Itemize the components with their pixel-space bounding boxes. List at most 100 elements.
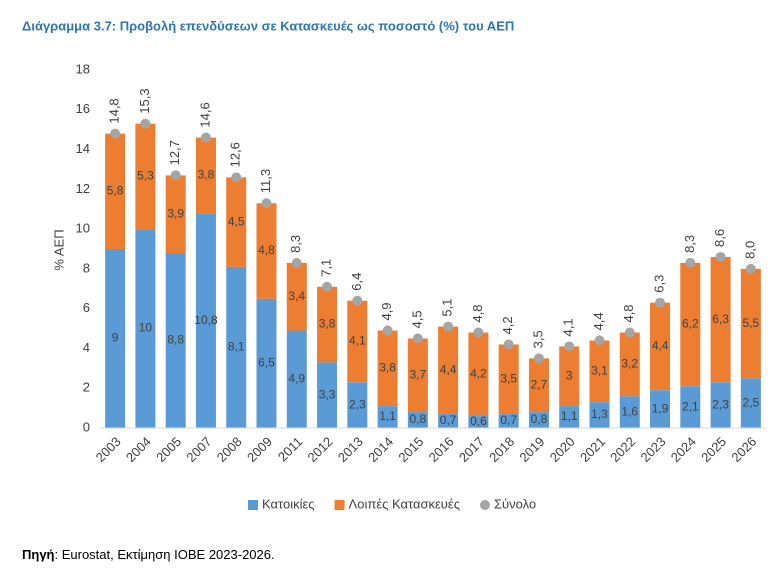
total-point (231, 172, 242, 183)
y-tick-label: 2 (83, 380, 90, 395)
segment-label: 3,5 (500, 371, 517, 385)
bar-segment (740, 378, 761, 428)
segment-label: 4,4 (652, 339, 669, 353)
segment-label: 0,8 (410, 412, 427, 426)
segment-label: 3,7 (410, 367, 427, 381)
x-tick-label: 2024 (668, 434, 699, 465)
bar-segment (438, 326, 459, 415)
segment-label: 5,5 (743, 316, 760, 330)
segment-label: 0,7 (440, 413, 457, 427)
segment-label: 2,3 (349, 397, 366, 411)
bar-segment (165, 175, 186, 253)
total-point (533, 353, 544, 364)
bar-segment (347, 382, 368, 428)
segment-label: 10,8 (194, 313, 218, 327)
total-point (594, 335, 605, 346)
total-label: 7,1 (318, 259, 333, 277)
bar-segment (105, 133, 126, 249)
bar-segment (256, 203, 277, 299)
segment-label: 6,2 (682, 317, 699, 331)
x-tick-label: 2011 (275, 434, 305, 464)
x-tick-label: 2016 (426, 434, 457, 465)
total-point (745, 263, 756, 274)
total-label: 11,3 (258, 169, 273, 193)
segment-label: 4,5 (228, 214, 245, 228)
bar-segment (589, 340, 610, 403)
bar-segment (195, 137, 216, 214)
bar-segment (498, 344, 519, 415)
total-point (352, 295, 363, 306)
segment-label: 6,3 (712, 312, 729, 326)
bar-segment (528, 412, 549, 428)
total-label: 6,4 (349, 273, 364, 291)
x-tick-label: 2009 (244, 434, 275, 465)
total-label: 3,5 (530, 330, 545, 348)
bar-segment (135, 229, 156, 428)
chart-title: Διάγραμμα 3.7: Προβολή επενδύσεων σε Κατ… (22, 18, 514, 33)
total-point (110, 128, 121, 139)
source-text: : Eurostat, Εκτίμηση ΙΟΒΕ 2023-2026. (55, 547, 275, 562)
x-tick-label: 2019 (516, 434, 547, 465)
bar-segment (226, 177, 247, 267)
x-tick-label: 2020 (547, 434, 578, 465)
bar-segment (559, 406, 580, 428)
segment-label: 2,7 (531, 377, 548, 391)
total-label: 4,5 (409, 310, 424, 328)
total-point (443, 321, 454, 332)
segment-label: 6,5 (258, 356, 275, 370)
segment-label: 4,9 (288, 371, 305, 385)
bar-segment (105, 249, 126, 428)
segment-label: 4,4 (440, 362, 457, 376)
total-point (382, 325, 393, 336)
total-point (715, 251, 726, 262)
x-tick-label: 2015 (395, 434, 426, 465)
total-label: 4,1 (561, 318, 576, 336)
segment-label: 8,1 (228, 340, 245, 354)
bar-segment (195, 213, 216, 428)
bar-segment (347, 300, 368, 383)
legend-label: Λοιπές Κατασκευές (349, 496, 460, 511)
total-point (261, 198, 272, 209)
y-tick-label: 6 (83, 300, 90, 315)
segment-label: 1,1 (379, 409, 396, 423)
segment-label: 8,8 (167, 333, 184, 347)
segment-label: 9 (112, 331, 119, 345)
bar-segment (680, 262, 701, 387)
bar-segment (377, 406, 398, 428)
segment-label: 3,9 (167, 206, 184, 220)
x-tick-label: 2003 (93, 434, 124, 465)
segment-label: 3,2 (621, 357, 638, 371)
x-tick-label: 2013 (335, 434, 366, 465)
total-label: 14,8 (107, 98, 122, 123)
segment-label: 5,3 (137, 169, 154, 183)
x-tick-label: 2018 (486, 434, 517, 465)
bar-segment (226, 266, 247, 428)
source-label: Πηγή (22, 547, 55, 562)
x-tick-label: 2025 (698, 434, 729, 465)
segment-label: 2,5 (743, 395, 760, 409)
bar-segment (286, 330, 307, 428)
bar-segment (377, 330, 398, 407)
segment-label: 3,4 (288, 289, 305, 303)
x-tick-label: 2017 (456, 434, 487, 465)
total-point (291, 257, 302, 268)
legend-label: Σύνολο (494, 496, 536, 511)
total-point (655, 297, 666, 308)
total-label: 15,3 (137, 88, 152, 113)
segment-label: 3,3 (319, 387, 336, 401)
total-label: 5,1 (440, 298, 455, 316)
segment-label: 3,8 (379, 361, 396, 375)
segment-label: 4,2 (470, 366, 487, 380)
bar-segment (407, 338, 428, 413)
x-tick-label: 2026 (728, 434, 759, 465)
total-point (412, 333, 423, 344)
bar-segment (317, 362, 338, 428)
bar-segment (468, 332, 489, 417)
x-tick-label: 2023 (638, 434, 669, 465)
segment-label: 4,8 (258, 243, 275, 257)
total-label: 4,8 (470, 304, 485, 322)
y-tick-label: 12 (76, 181, 90, 196)
segment-label: 0,6 (470, 414, 487, 428)
total-point (170, 170, 181, 181)
